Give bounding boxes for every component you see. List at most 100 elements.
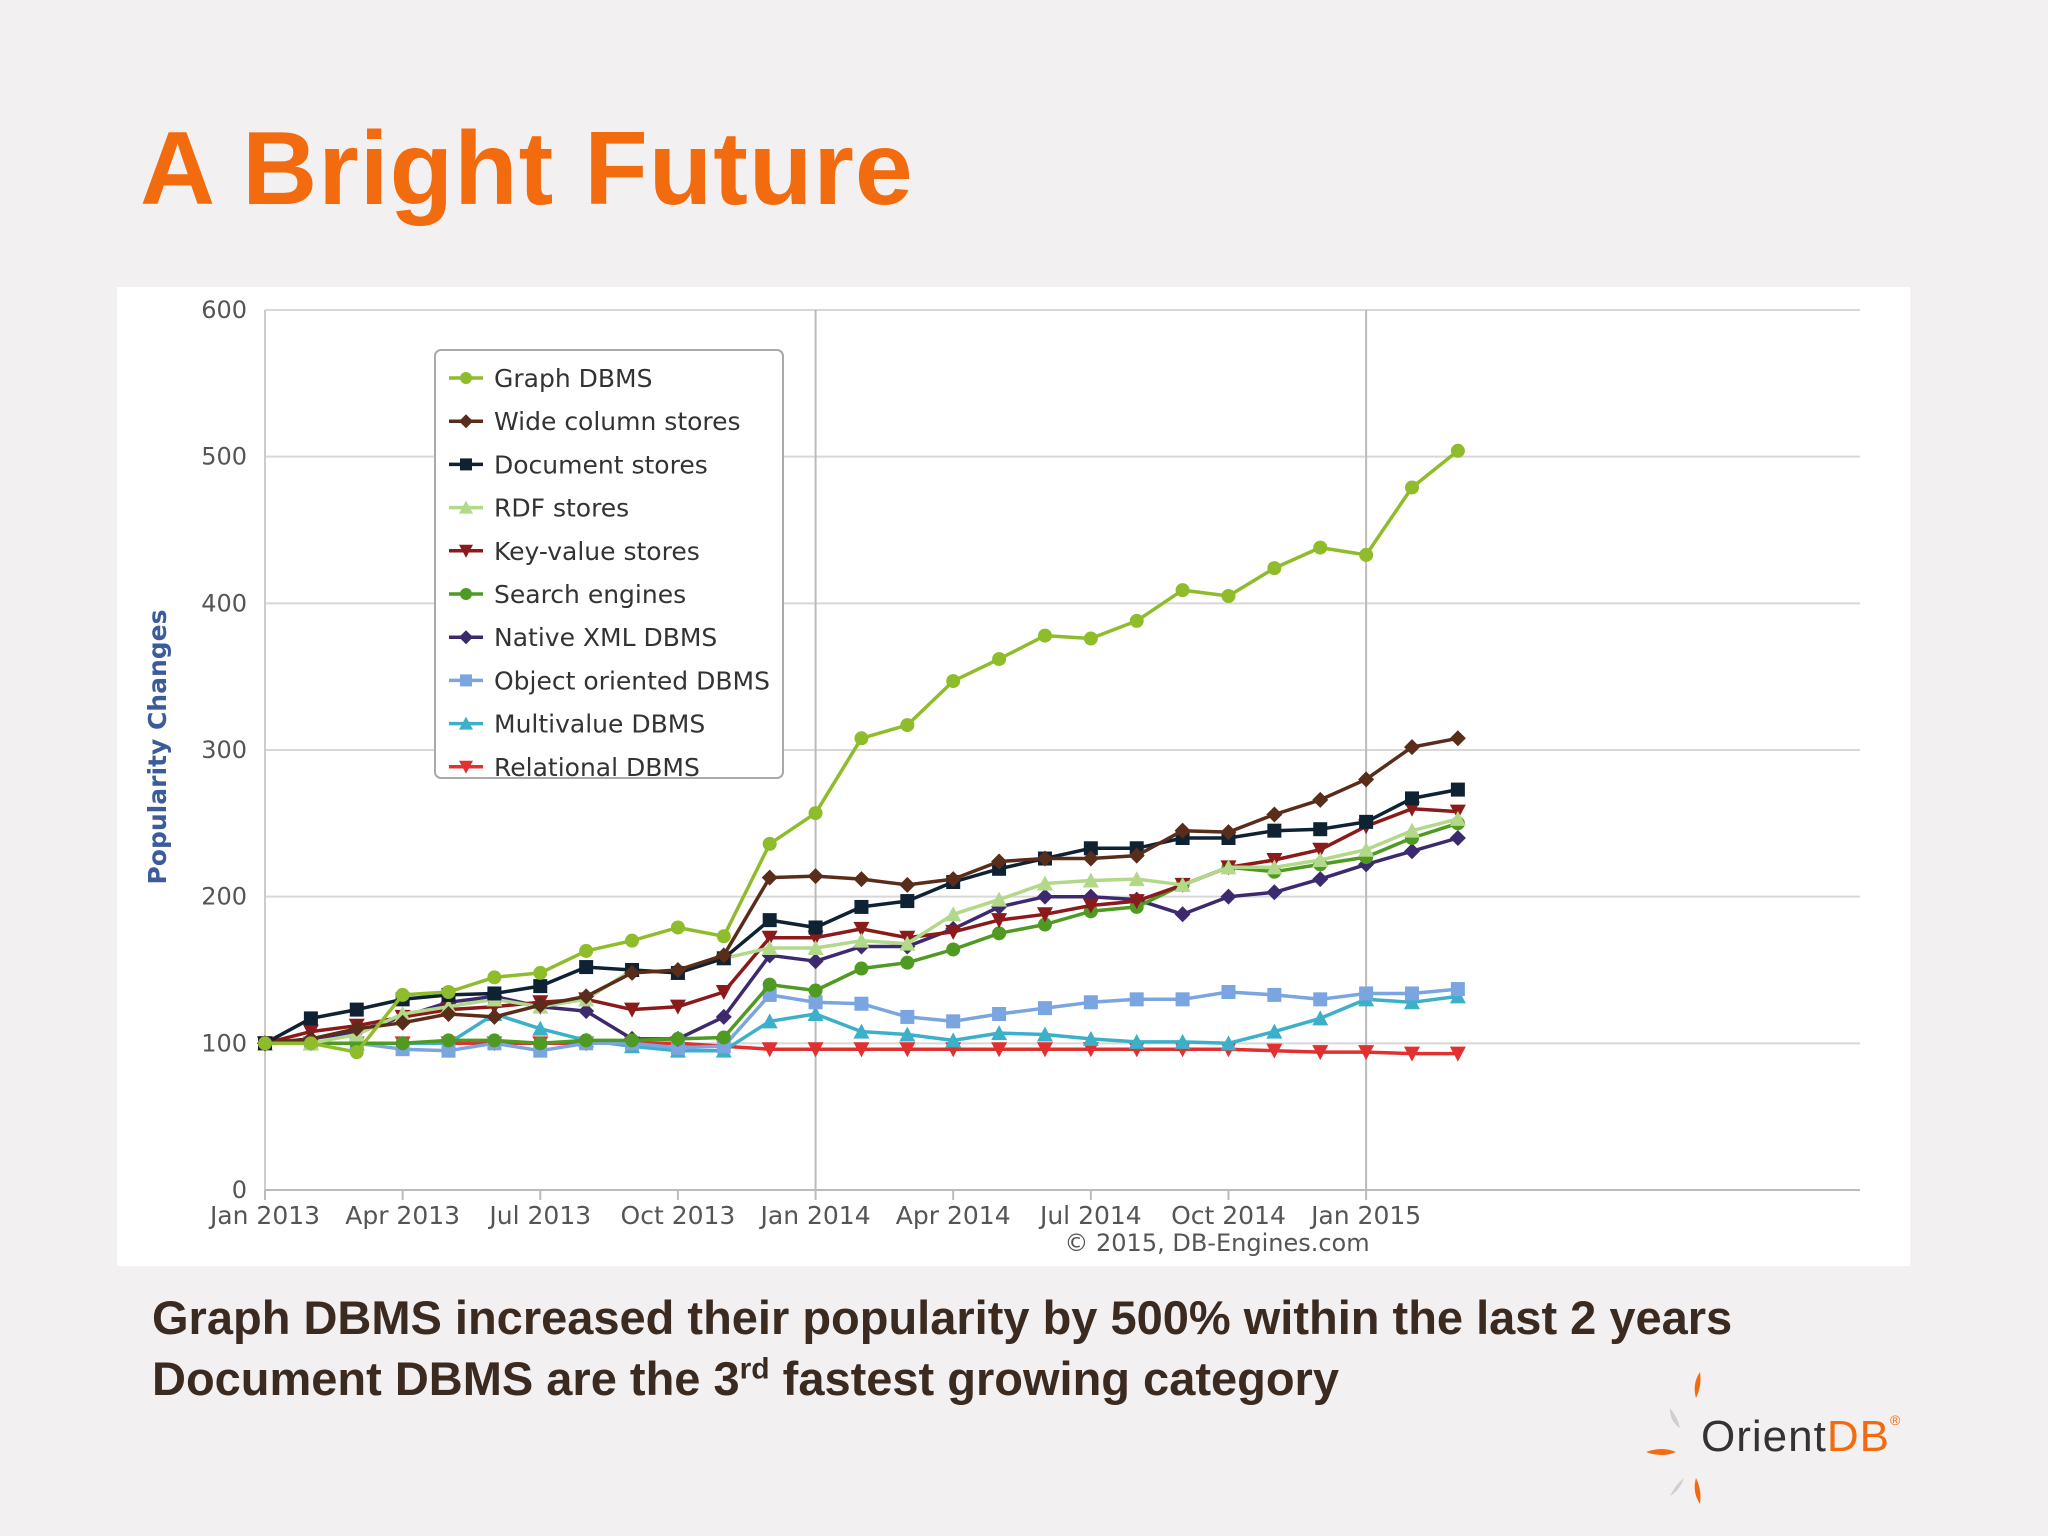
- data-point: [808, 920, 823, 935]
- data-point: [1358, 841, 1375, 857]
- data-point: [1036, 888, 1053, 905]
- data-point: [992, 1007, 1007, 1021]
- data-point: [669, 999, 686, 1015]
- data-point: [1450, 443, 1465, 458]
- data-point: [1083, 631, 1098, 646]
- data-point: [303, 1036, 318, 1051]
- data-point: [1266, 1023, 1283, 1039]
- legend-swatch-marker: [460, 458, 472, 471]
- data-point: [854, 996, 869, 1011]
- data-point: [258, 1036, 272, 1051]
- data-point: [487, 970, 502, 985]
- data-point: [1036, 850, 1053, 867]
- legend-swatch-marker: [460, 372, 472, 384]
- data-point: [1036, 1026, 1053, 1042]
- data-point: [348, 1020, 365, 1037]
- x-tick-label: Oct 2013: [621, 1201, 736, 1230]
- data-point: [1174, 822, 1191, 839]
- data-point: [715, 985, 732, 1000]
- data-point: [1312, 852, 1329, 867]
- data-point: [440, 1006, 457, 1022]
- data-point: [1449, 730, 1466, 747]
- data-point: [1129, 992, 1144, 1007]
- data-point: [1358, 771, 1375, 788]
- data-point: [1267, 823, 1282, 838]
- data-point: [946, 1014, 961, 1029]
- data-point: [441, 1033, 456, 1048]
- chart-credit: © 2015, DB-Engines.com: [1064, 1229, 1369, 1257]
- data-point: [991, 891, 1008, 907]
- data-point: [808, 806, 823, 821]
- legend-entry: Graph DBMS: [494, 364, 652, 393]
- data-point: [991, 853, 1008, 870]
- data-point: [762, 977, 777, 992]
- data-point: [1220, 1035, 1237, 1051]
- data-point: [1174, 1033, 1191, 1049]
- data-point: [808, 983, 823, 998]
- x-tick-label: Apr 2013: [345, 1201, 460, 1230]
- data-point: [1037, 1001, 1052, 1016]
- data-point: [854, 731, 869, 746]
- data-point: [1221, 589, 1236, 603]
- orientdb-logo: OrientDB®: [1640, 1368, 1920, 1508]
- legend-swatch-marker: [459, 630, 473, 645]
- data-point: [853, 1023, 870, 1039]
- data-point: [1449, 810, 1466, 826]
- data-point: [1359, 814, 1374, 829]
- y-tick-label: 200: [201, 883, 247, 911]
- data-point: [624, 964, 641, 981]
- data-point: [715, 1008, 732, 1025]
- data-point: [716, 929, 731, 944]
- data-point: [486, 1008, 503, 1025]
- data-point: [1404, 822, 1420, 838]
- data-point: [1312, 1010, 1329, 1026]
- data-point: [1266, 806, 1283, 823]
- y-axis-title: Popularity Changes: [143, 609, 172, 884]
- legend-swatch-marker: [460, 674, 472, 687]
- data-point: [991, 1042, 1008, 1058]
- caption-line-2-start: Document DBMS are the 3: [152, 1352, 740, 1405]
- legend-box: [434, 349, 784, 779]
- legend-swatch-marker: [459, 716, 473, 730]
- data-point: [715, 947, 732, 964]
- data-point: [1083, 841, 1098, 856]
- data-point: [1404, 994, 1420, 1010]
- chart-panel: 0 100 200 300 400 500 600 Jan 2013 Apr 2013 Jul 2…: [117, 287, 1910, 1266]
- legend-swatch-marker: [459, 544, 473, 558]
- data-point: [899, 935, 916, 951]
- data-point: [532, 1020, 549, 1036]
- data-point: [394, 1006, 411, 1021]
- data-point: [900, 718, 915, 733]
- data-point: [533, 979, 548, 994]
- data-point: [945, 906, 962, 922]
- data-point: [1082, 1030, 1099, 1046]
- legend-swatch-marker: [460, 588, 472, 600]
- data-point: [1313, 992, 1328, 1007]
- data-point: [1405, 986, 1419, 1001]
- y-tick-label: 600: [201, 296, 247, 324]
- data-point: [1359, 986, 1374, 1001]
- legend-entry: Key-value stores: [494, 537, 700, 566]
- legend-entry: Wide column stores: [494, 407, 741, 436]
- data-point: [1083, 995, 1098, 1010]
- data-point: [1267, 561, 1282, 576]
- x-tick-label: Jan 2014: [759, 1201, 871, 1230]
- data-point: [1450, 782, 1465, 797]
- data-point: [761, 1013, 778, 1029]
- data-point: [1266, 859, 1283, 875]
- data-point: [1221, 985, 1236, 999]
- data-point: [1175, 992, 1190, 1007]
- caption-line-2: Document DBMS are the 3rd fastest growin…: [152, 1351, 1339, 1406]
- data-point: [946, 674, 961, 689]
- orientdb-logo-mark: [1646, 1372, 1701, 1504]
- data-point: [808, 995, 823, 1010]
- data-point: [1405, 480, 1419, 495]
- data-point: [853, 921, 870, 937]
- data-point: [1220, 824, 1237, 841]
- x-tick-label: Jan 2015: [1309, 1201, 1421, 1230]
- slide-title: A Bright Future: [140, 111, 914, 227]
- data-point: [1449, 1046, 1466, 1062]
- data-point: [992, 652, 1007, 667]
- data-point: [578, 988, 595, 1005]
- data-point: [1082, 872, 1099, 888]
